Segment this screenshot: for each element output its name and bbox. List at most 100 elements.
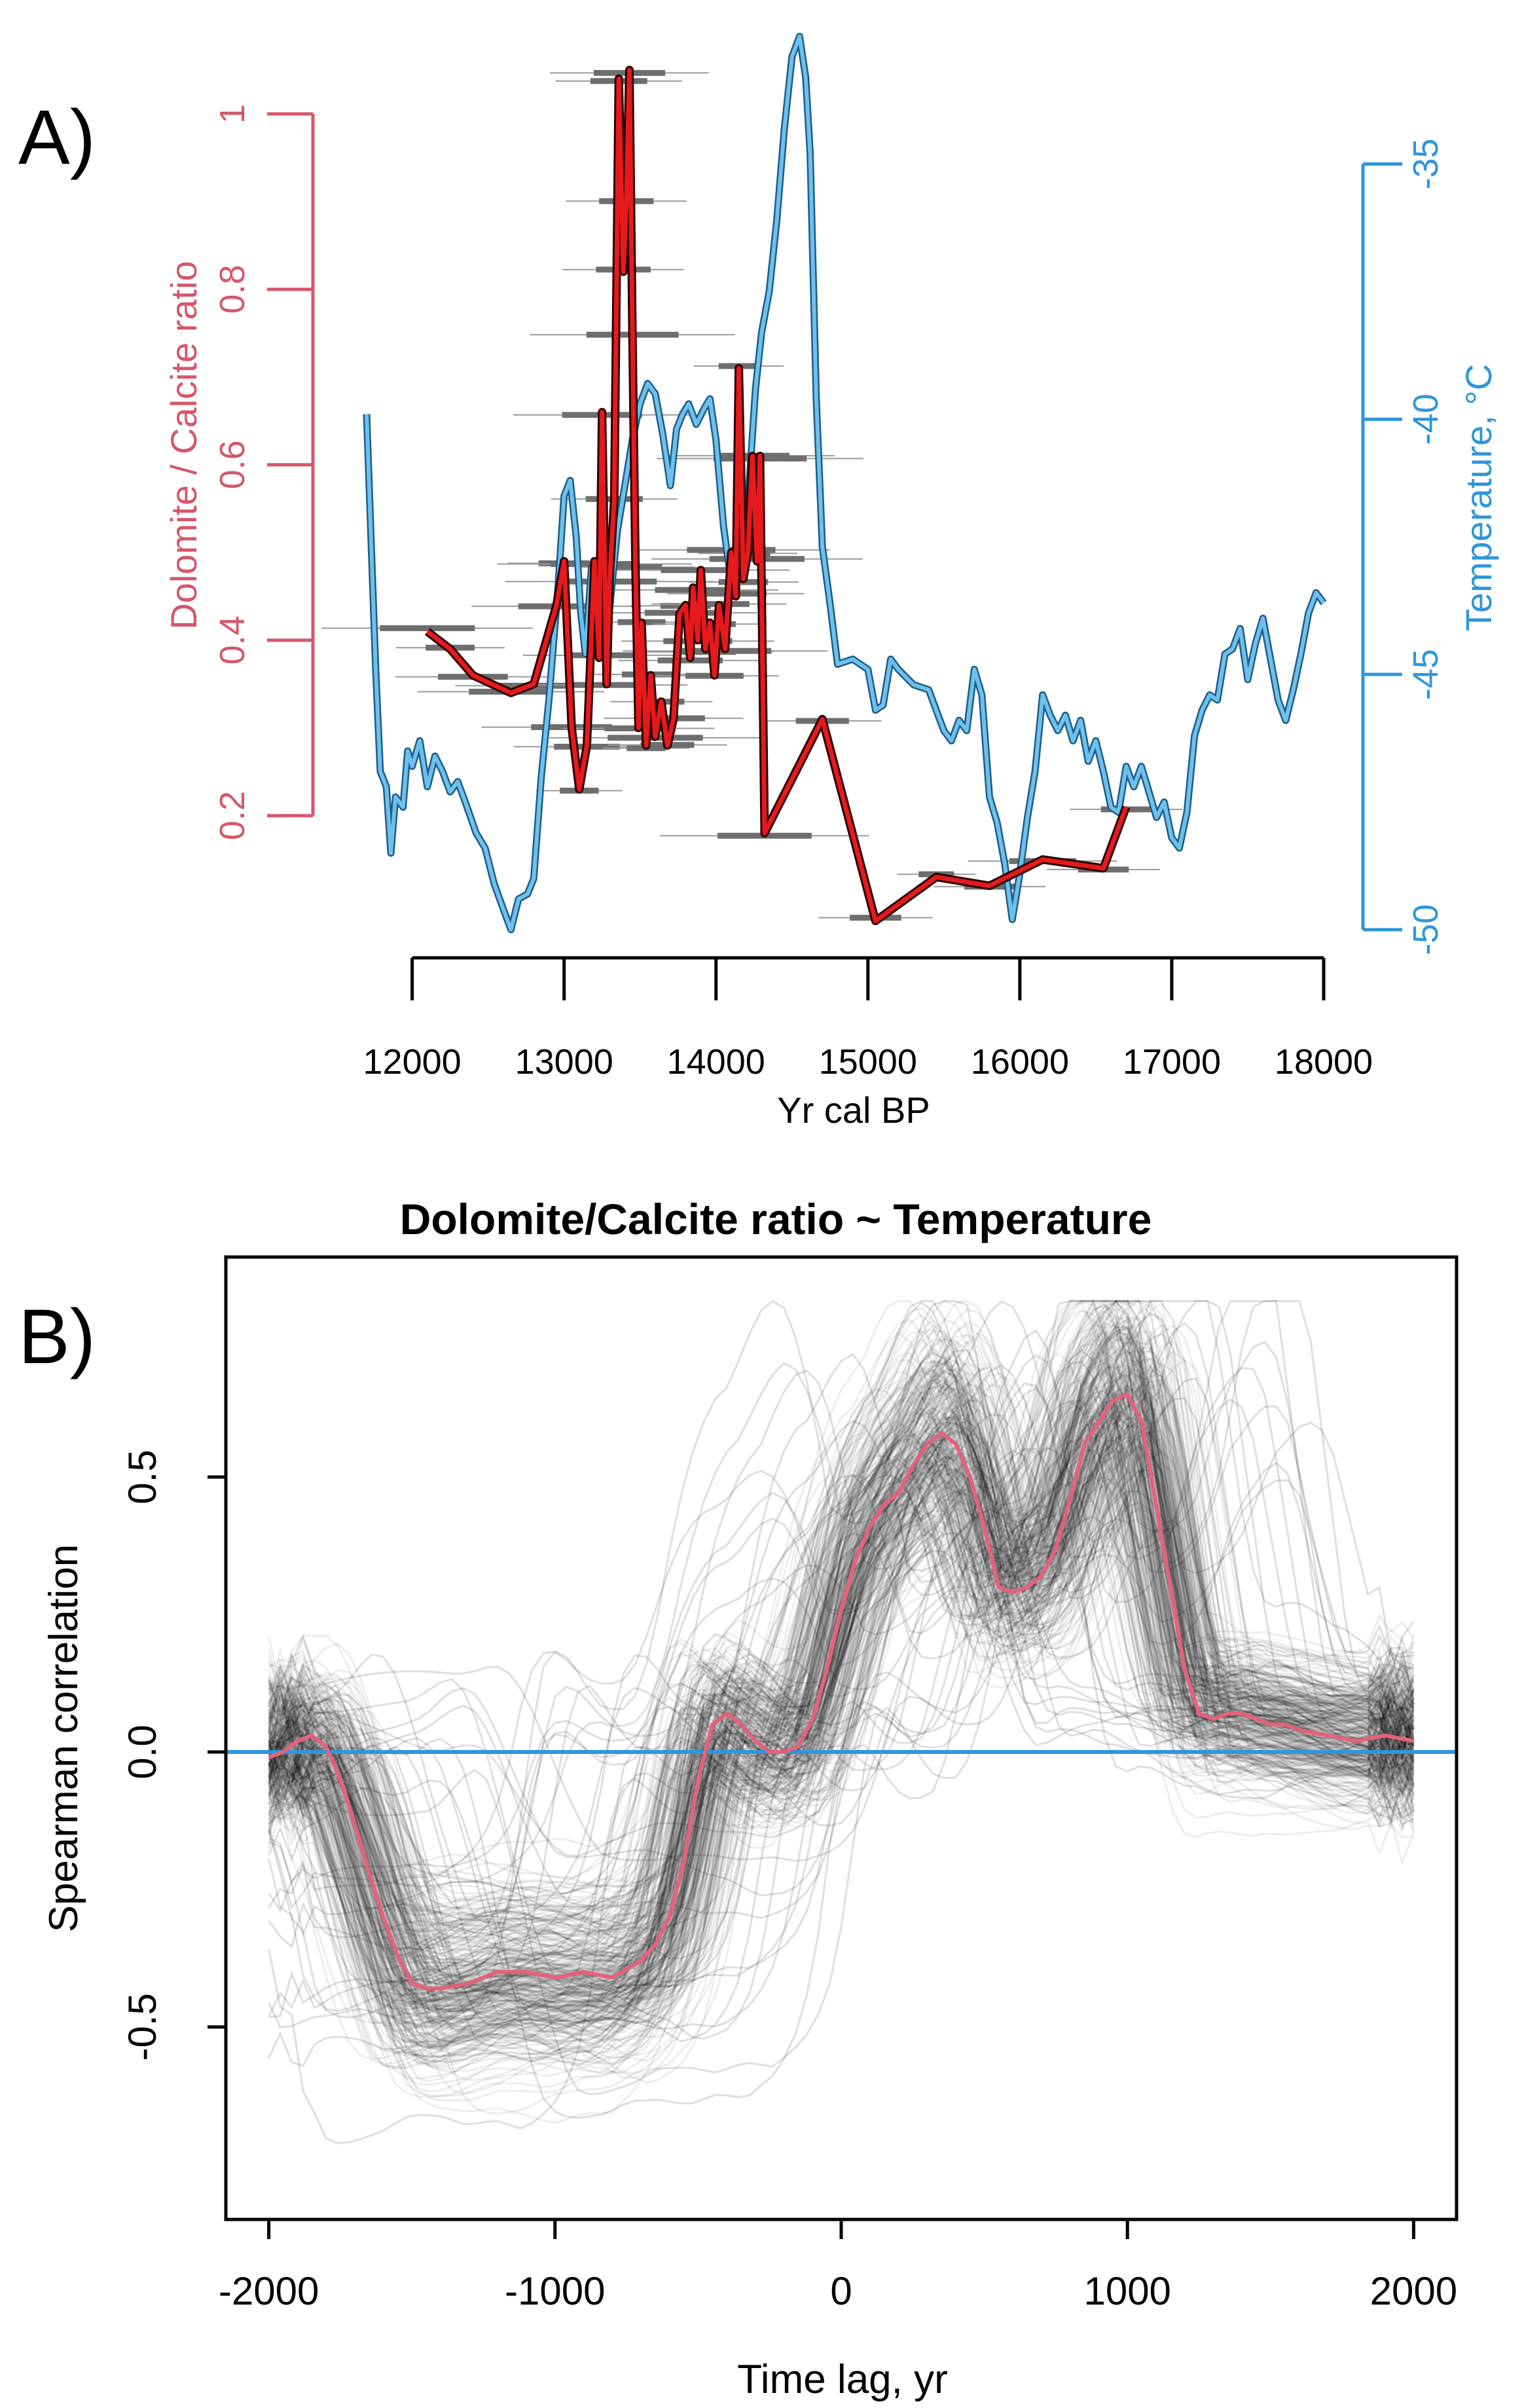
ensemble-curve [268, 1367, 1415, 2039]
ensemble-curve [268, 1421, 1415, 2033]
ensemble-curve [268, 1376, 1415, 1995]
ensemble-curve [268, 1300, 1415, 2014]
ensemble-curve [268, 1385, 1415, 1963]
ensemble-curve [268, 1350, 1414, 2012]
ensemble-curve [268, 1351, 1415, 2010]
ensemble-curve [268, 1338, 1415, 1953]
ensemble-curve [268, 1439, 1415, 1888]
age-axis-label: Yr cal BP [777, 1089, 930, 1131]
ensemble-curve [268, 1332, 1414, 2003]
ensemble-curve [268, 1337, 1415, 1983]
ensemble-curve [268, 1477, 1415, 1991]
ensemble-curve [268, 1307, 1415, 2065]
ensemble-curve [268, 1417, 1415, 1950]
ensemble-curve [268, 1370, 1415, 1963]
ensemble-curve [268, 1401, 1415, 2014]
ensemble-curve [268, 1449, 1415, 1958]
median-correlation-line [268, 1393, 1414, 1991]
ensemble-curve [268, 1548, 1415, 2015]
ensemble-curve [268, 1338, 1414, 2024]
ensemble-curve [268, 1388, 1415, 2016]
ensemble-curve [268, 1457, 1415, 1964]
ensemble-curve [268, 1525, 1415, 1998]
ensemble-curve [268, 1417, 1415, 1967]
ensemble-curve [268, 1394, 1415, 2057]
ensemble-curve [268, 1304, 1415, 2013]
ensemble-curve [268, 1315, 1414, 2013]
ensemble-curve [268, 1393, 1415, 2059]
ensemble-curve [268, 1448, 1414, 1937]
ensemble-curve [268, 1391, 1415, 2029]
ensemble-curve [268, 1390, 1415, 1985]
ensemble-curve [268, 1309, 1415, 2011]
ensemble-curve [268, 1324, 1415, 2045]
ensemble-curve [268, 1475, 1415, 2003]
age-tick-label: 17000 [1123, 1042, 1221, 1082]
ensemble-curve [268, 1473, 1415, 1983]
ensemble-curve [268, 1330, 1415, 2007]
ensemble-curve [268, 1341, 1415, 1902]
ensemble-curve [268, 1533, 1415, 2000]
ensemble-curve [268, 1319, 1415, 1927]
ensemble-curve [268, 1444, 1414, 2028]
ensemble-curve [268, 1327, 1415, 2048]
age-tick-label: 13000 [515, 1042, 613, 1082]
ensemble-curve [268, 1363, 1415, 1980]
ensemble-curve [268, 1399, 1415, 2010]
ensemble-curve [268, 1358, 1415, 1947]
ensemble-curve [268, 1328, 1415, 1933]
ensemble-curve [268, 1366, 1414, 2012]
ensemble-curve [268, 1374, 1415, 1973]
correlation-tick-label: -0.5 [120, 1993, 164, 2060]
dolomite-calcite-axis: 0.2 0.4 0.6 0.8 1 [213, 104, 315, 840]
ensemble-curve [268, 1368, 1415, 1968]
ensemble-curve [268, 1350, 1415, 1987]
ensemble-curve [268, 1340, 1415, 1996]
ensemble-curve [268, 1322, 1415, 2055]
ensemble-curve [268, 1436, 1415, 2002]
ensemble-curve [268, 1469, 1415, 1983]
ensemble-curve [268, 1387, 1415, 1997]
ensemble-curve [268, 1392, 1415, 1936]
temperature-axis: -50 -45 -40 -35 [1361, 138, 1445, 955]
ensemble-curve [268, 1300, 1415, 1960]
ensemble-curve [268, 1469, 1415, 1939]
temperature-tick-label: -40 [1406, 393, 1445, 445]
ensemble-curve [268, 1384, 1415, 1964]
ensemble-curve [268, 1436, 1415, 2020]
ensemble-curve [268, 1329, 1415, 2011]
ensemble-curve [268, 1347, 1415, 1996]
ensemble-curve [268, 1316, 1415, 2034]
dolomite-calcite-line [426, 67, 1129, 924]
ensemble-curve [268, 1391, 1415, 1976]
ensemble-curve [268, 1432, 1414, 1941]
ensemble-curve [268, 1462, 1415, 2034]
ensemble-curve [268, 1300, 1414, 2054]
ensemble-curve [268, 1300, 1415, 2058]
ensemble-curve [268, 1300, 1415, 2066]
age-axis: 12000 13000 14000 15000 16000 17000 18000 [363, 956, 1373, 1082]
ensemble-curve [268, 1479, 1415, 1857]
ensemble-curve [268, 1312, 1415, 2028]
ensemble-curve [268, 1350, 1415, 2013]
ensemble-curve [268, 1397, 1415, 1994]
ensemble-curve [268, 1341, 1414, 2075]
ensemble-curve [268, 1300, 1415, 2067]
ensemble-curve [268, 1417, 1415, 1971]
ensemble-curve [268, 1338, 1415, 2012]
ensemble-curve [268, 1431, 1415, 2026]
ensemble-curve [268, 1345, 1415, 2086]
ensemble-curve [268, 1452, 1414, 2035]
ensemble-curve [268, 1383, 1415, 1994]
ensemble-curve [268, 1359, 1415, 2018]
ensemble-curve [268, 1406, 1415, 2037]
ensemble-curve [268, 1317, 1415, 1967]
ensemble-curve [268, 1357, 1414, 2028]
panel-a-series [363, 33, 1327, 934]
ensemble-curve [268, 1366, 1415, 2048]
ensemble-curve [268, 1425, 1415, 2000]
ensemble-curve [268, 1406, 1415, 1951]
panel-b: Dolomite/Calcite ratio ~ Temperature B) … [18, 1195, 1459, 2402]
ensemble-curve [268, 1436, 1414, 2002]
